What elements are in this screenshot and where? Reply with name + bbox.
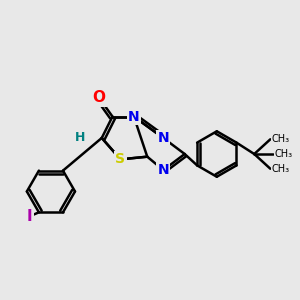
Text: CH₃: CH₃ [272, 164, 290, 174]
Text: O: O [93, 90, 106, 105]
Text: H: H [75, 131, 85, 145]
Text: CH₃: CH₃ [272, 134, 290, 144]
Text: CH₃: CH₃ [274, 149, 292, 159]
Text: S: S [116, 152, 125, 167]
Text: N: N [158, 163, 169, 177]
Text: N: N [158, 131, 169, 145]
Text: N: N [128, 110, 140, 124]
Text: I: I [27, 209, 32, 224]
